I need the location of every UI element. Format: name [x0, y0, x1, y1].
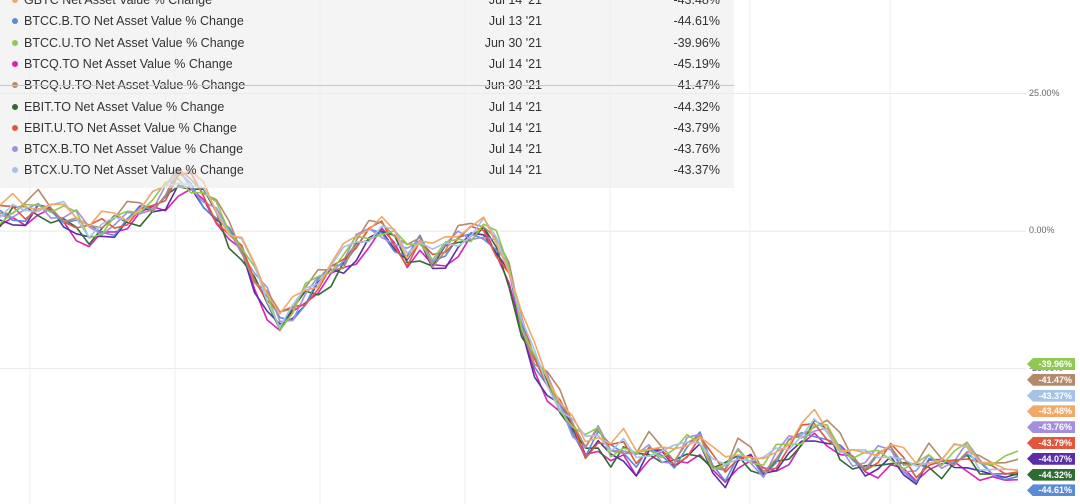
legend-row: BTCC.B.TO Net Asset Value % Change Jul 13…	[0, 11, 734, 32]
legend-marker	[12, 60, 18, 67]
legend-value: -44.32%	[673, 99, 720, 114]
legend-value: -45.19%	[673, 56, 720, 71]
legend-date: Jul 14 '21	[488, 56, 542, 71]
legend-separator	[0, 85, 734, 86]
legend-value: -43.37%	[673, 163, 720, 178]
legend-value: -43.48%	[673, 0, 720, 7]
series-end-label: -41.47%	[1027, 373, 1075, 386]
series-line	[0, 172, 1019, 479]
series-line	[0, 167, 1019, 479]
chart-series-lines	[0, 167, 1019, 489]
legend-date: Jul 14 '21	[488, 99, 542, 114]
series-line	[0, 184, 1019, 489]
legend-row: BTCC.U.TO Net Asset Value % Change Jun 30…	[0, 33, 734, 54]
series-end-label: -43.37%	[1027, 389, 1075, 402]
series-end-label: -43.79%	[1027, 437, 1075, 449]
y-tick-label: 25.00%	[1029, 87, 1060, 98]
legend-series-name: BTCC.U.TO Net Asset Value % Change	[24, 35, 245, 50]
legend-date: Jul 14 '21	[488, 0, 542, 7]
legend-row: BTCX.B.TO Net Asset Value % Change Jul 14…	[0, 139, 734, 160]
legend-series-name: BTCC.B.TO Net Asset Value % Change	[24, 14, 244, 29]
series-end-label: -39.96%	[1027, 358, 1075, 370]
legend-date: Jul 14 '21	[488, 163, 542, 178]
series-end-label: -43.76%	[1027, 421, 1075, 434]
series-line	[0, 182, 1019, 471]
legend-row: BTCQ.TO Net Asset Value % Change Jul 14 '…	[0, 54, 734, 75]
series-line	[0, 185, 1019, 480]
y-tick-label: 0.00%	[1029, 225, 1055, 236]
legend-row: EBIT.TO Net Asset Value % Change Jul 14 '…	[0, 97, 734, 118]
legend-series-name: BTCQ.TO Net Asset Value % Change	[24, 56, 233, 71]
legend-date: Jul 14 '21	[488, 142, 542, 157]
legend-marker	[12, 18, 18, 25]
legend-date: Jun 30 '21	[484, 35, 542, 50]
legend-table: GBTC Net Asset Value % Change Jul 14 '21 -…	[0, 0, 734, 188]
series-end-label: -43.48%	[1027, 405, 1075, 418]
series-end-label: -44.07%	[1027, 452, 1075, 465]
legend-series-name: EBIT.U.TO Net Asset Value % Change	[24, 120, 237, 135]
legend-marker	[12, 146, 18, 153]
legend-marker	[12, 124, 18, 131]
legend-series-name: BTCX.B.TO Net Asset Value % Change	[24, 142, 244, 157]
legend-series-name: BTCX.U.TO Net Asset Value % Change	[24, 163, 244, 178]
legend-marker	[12, 39, 18, 46]
legend-marker	[12, 0, 18, 3]
series-end-label: -44.32%	[1027, 468, 1075, 481]
legend-row: GBTC Net Asset Value % Change Jul 14 '21 -…	[0, 0, 734, 11]
series-end-label: -44.61%	[1027, 484, 1075, 497]
legend-value: -39.96%	[673, 35, 720, 50]
legend-value: -43.79%	[673, 120, 720, 135]
legend-date: Jul 13 '21	[488, 14, 542, 29]
legend-date: Jul 14 '21	[488, 120, 542, 135]
legend-marker	[12, 103, 18, 110]
legend-series-name: GBTC Net Asset Value % Change	[24, 0, 213, 7]
series-line	[0, 170, 1019, 484]
legend-marker	[12, 167, 18, 174]
legend-value: -44.61%	[673, 14, 720, 29]
series-line	[0, 167, 1019, 473]
legend-row: EBIT.U.TO Net Asset Value % Change Jul 14…	[0, 118, 734, 139]
series-line	[0, 170, 1019, 472]
series-line	[0, 177, 1019, 471]
legend-series-name: EBIT.TO Net Asset Value % Change	[24, 99, 225, 114]
series-line	[0, 188, 1019, 484]
legend-row: BTCX.U.TO Net Asset Value % Change Jul 14…	[0, 160, 734, 181]
legend-value: -43.76%	[673, 142, 720, 157]
